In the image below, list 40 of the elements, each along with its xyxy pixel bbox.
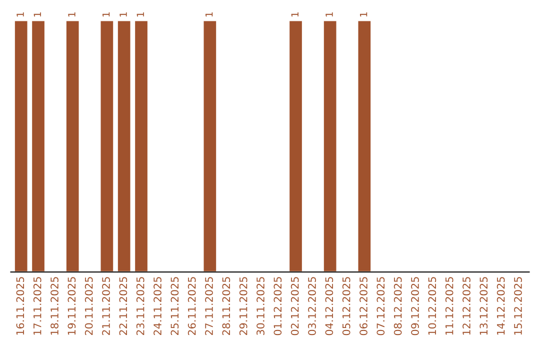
data-label: 1	[102, 12, 110, 17]
x-tick-label: 20.11.2025	[84, 277, 93, 336]
x-tick-label: 06.12.2025	[360, 277, 368, 336]
x-tick-label: 15.12.2025	[514, 277, 522, 335]
x-tick-label: 23.11.2025	[136, 277, 144, 336]
x-tick-label: 12.12.2025	[462, 277, 470, 335]
x-tick-label: 26.11.2025	[188, 277, 196, 336]
data-label: 1	[136, 12, 144, 17]
x-tick-label: 28.11.2025	[222, 277, 230, 336]
x-tick-label: 13.12.2025	[480, 277, 488, 335]
x-tick-label: 07.12.2025	[376, 277, 385, 336]
x-tick-label: 30.11.2025	[256, 277, 264, 336]
x-tick-label: 19.11.2025	[68, 277, 76, 335]
x-tick-label: 01.12.2025	[274, 277, 282, 336]
data-label: 1	[68, 12, 76, 17]
x-tick-label: 11.12.2025	[445, 277, 454, 335]
x-tick-label: 03.12.2025	[308, 277, 316, 336]
x-tick-label: 18.11.2025	[50, 277, 58, 335]
data-label: 1	[206, 12, 213, 17]
x-tick-label: 08.12.2025	[394, 277, 402, 336]
x-tick-label: 27.11.2025	[205, 277, 213, 336]
x-tick-label: 16.11.2025	[16, 277, 24, 335]
data-label: 1	[120, 12, 127, 17]
data-label: 1	[291, 12, 298, 17]
data-label: 1	[360, 12, 368, 17]
x-tick-label: 17.11.2025	[33, 277, 42, 335]
x-tick-label: 25.11.2025	[170, 277, 179, 336]
x-tick-label: 14.12.2025	[496, 277, 505, 335]
data-label: 1	[16, 12, 24, 17]
x-tick-label: 04.12.2025	[325, 277, 334, 336]
x-tick-label: 22.11.2025	[119, 277, 128, 336]
x-tick-label: 09.12.2025	[411, 277, 419, 336]
x-tick-label: 24.11.2025	[154, 277, 162, 336]
x-tick-label: 21.11.2025	[102, 277, 110, 336]
x-tick-label: 05.12.2025	[342, 277, 350, 336]
x-tick-label: 10.12.2025	[428, 277, 436, 335]
x-tick-label: 02.12.2025	[290, 277, 299, 336]
data-label: 1	[326, 12, 333, 17]
data-label: 1	[34, 12, 41, 17]
x-tick-label: 29.11.2025	[239, 277, 248, 336]
